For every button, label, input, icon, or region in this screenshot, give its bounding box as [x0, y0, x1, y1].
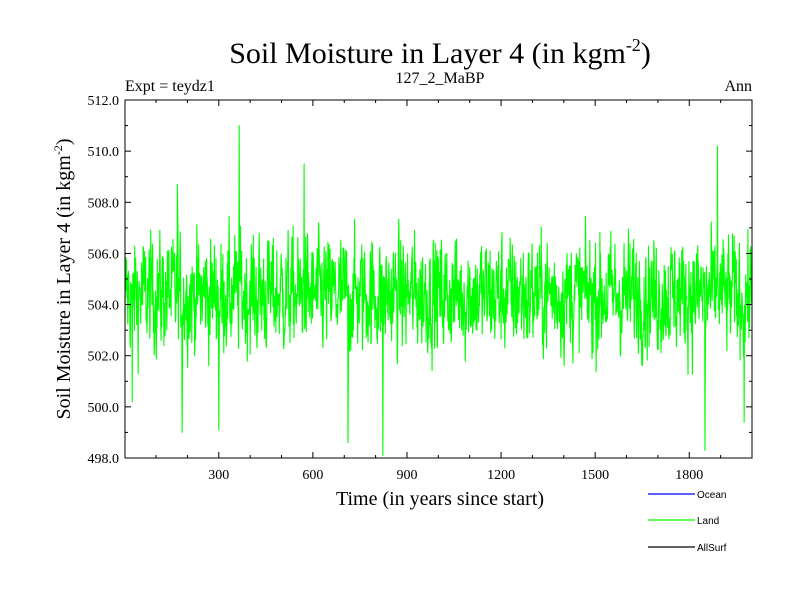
- y-tick-label: 502.0: [88, 350, 120, 365]
- y-tick-label: 504.0: [88, 299, 120, 314]
- y-tick-label: 512.0: [88, 94, 120, 109]
- series-group: [125, 125, 752, 456]
- legend-land-label: Land: [697, 516, 719, 527]
- chart-title: Soil Moisture in Layer 4 (in kgm-2): [229, 35, 651, 70]
- series-line-land: [125, 125, 752, 456]
- x-tick-label: 1200: [487, 468, 515, 483]
- x-tick-label: 1800: [675, 468, 703, 483]
- x-tick-label: 1500: [581, 468, 609, 483]
- y-tick-label: 500.0: [88, 401, 120, 416]
- x-tick-label: 600: [302, 468, 323, 483]
- y-tick-label: 510.0: [88, 145, 120, 160]
- legend: Ocean Land AllSurf: [648, 490, 727, 554]
- legend-allsurf-label: AllSurf: [697, 543, 727, 554]
- season-label: Ann: [724, 78, 752, 95]
- y-tick-label: 498.0: [88, 452, 120, 467]
- y-tick-label: 508.0: [88, 196, 120, 211]
- expt-label: Expt = teydz1: [125, 78, 215, 95]
- x-tick-label: 300: [208, 468, 229, 483]
- y-axis-label: Soil Moisture in Layer 4 (in kgm-2): [51, 138, 75, 419]
- legend-ocean-label: Ocean: [697, 490, 726, 501]
- y-tick-label: 506.0: [88, 247, 120, 262]
- x-tick-label: 900: [396, 468, 417, 483]
- x-axis-label: Time (in years since start): [336, 488, 544, 510]
- ticks-group: 300 600 900 1200 1500 1800 498.0 500.0 502.0 504.…: [88, 94, 752, 483]
- period-label: 127_2_MaBP: [396, 70, 485, 87]
